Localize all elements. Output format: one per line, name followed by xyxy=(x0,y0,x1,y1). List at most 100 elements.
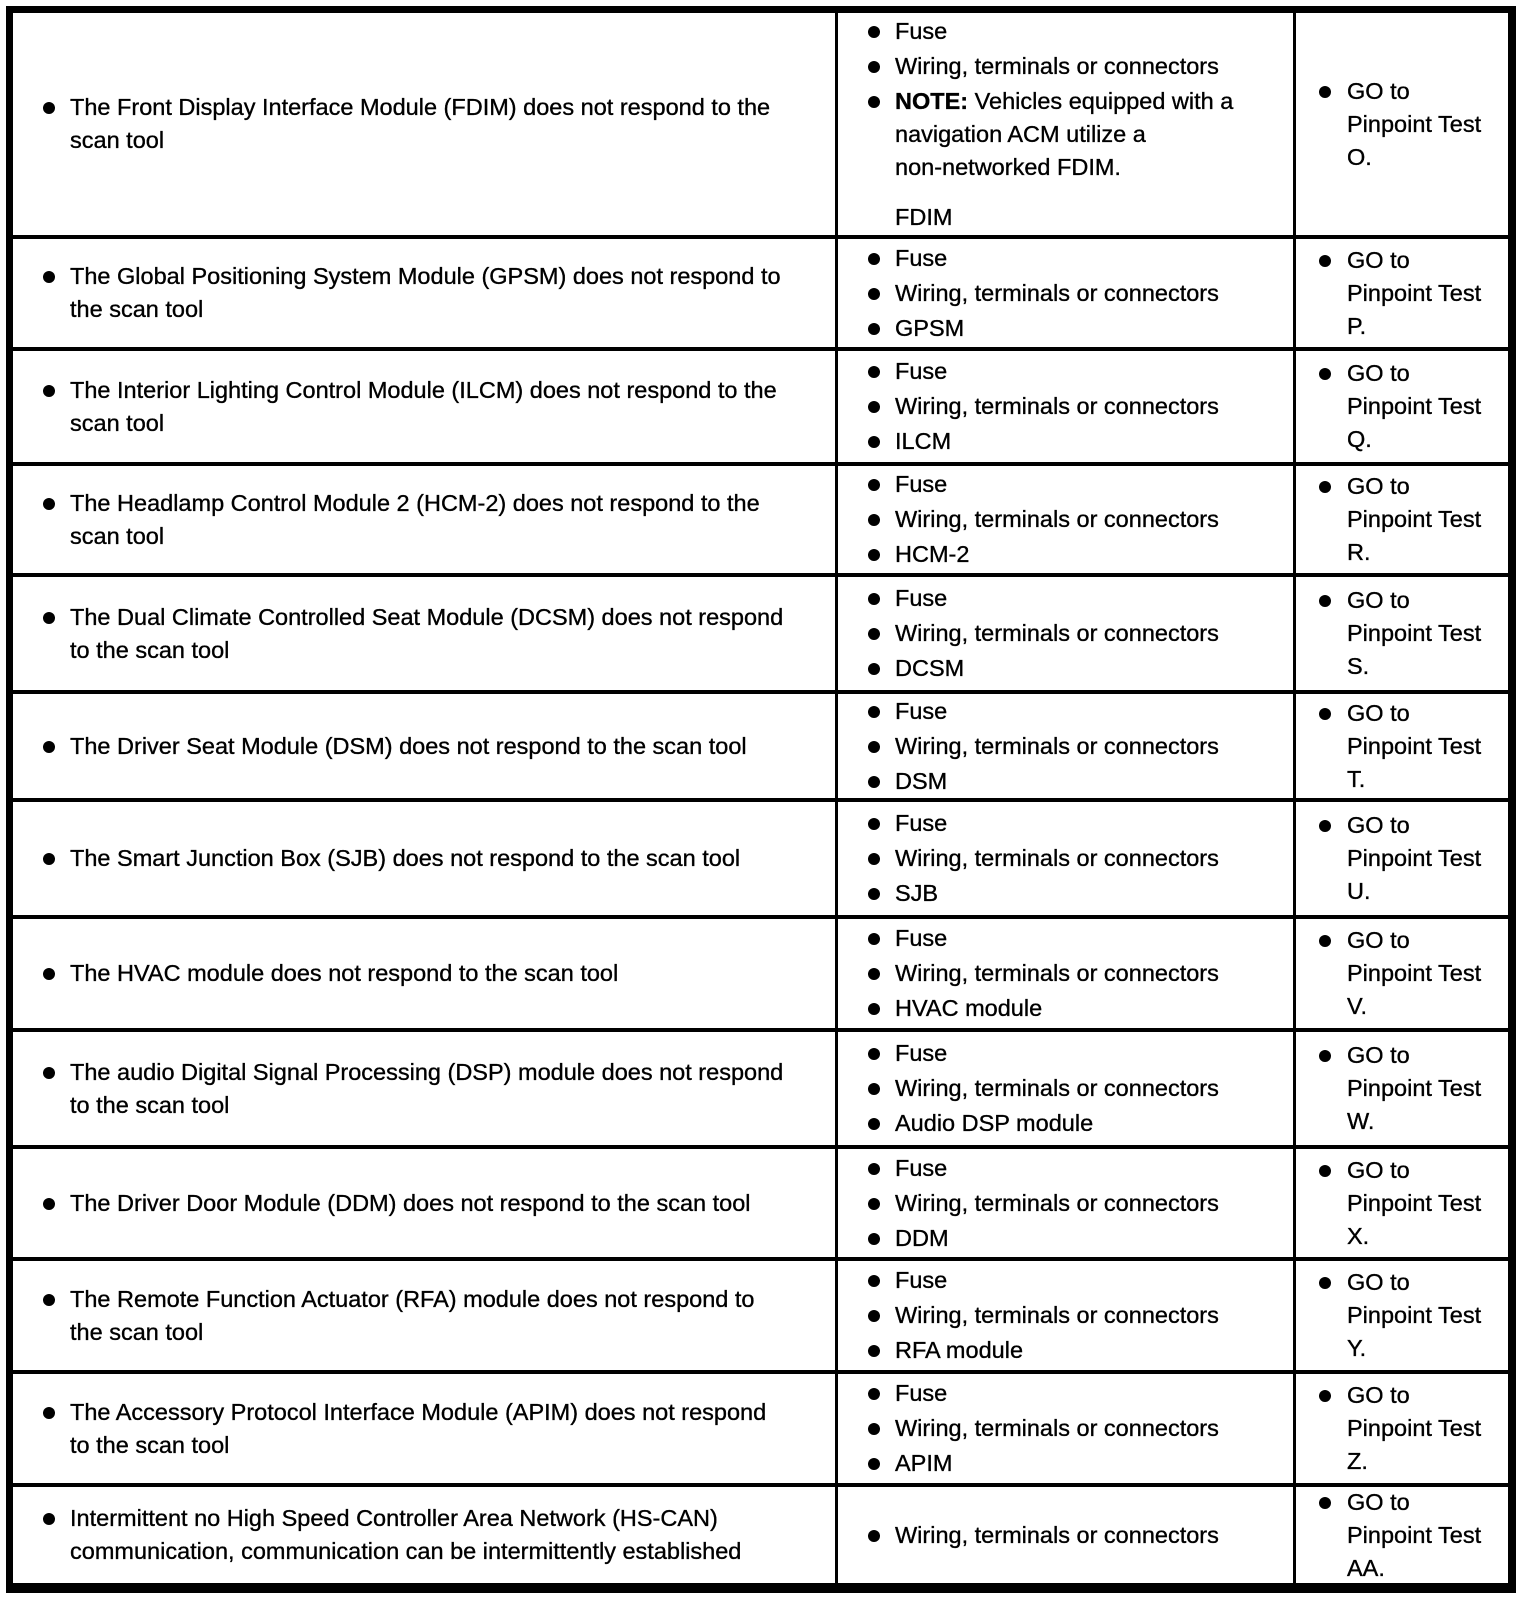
possible-causes-cell: Fuse Wiring, terminals or connectors APIM xyxy=(835,1374,1293,1483)
bullet-item: Fuse xyxy=(868,1264,1287,1297)
bullet-text: GO to Pinpoint Test U. xyxy=(1347,812,1482,904)
bullet-text: Fuse xyxy=(895,1040,948,1066)
bullet-text: Fuse xyxy=(895,17,948,44)
bullet-item: GPSM xyxy=(868,312,1287,345)
bullet-icon xyxy=(868,401,880,413)
action-cell: GO to Pinpoint Test O. xyxy=(1293,13,1508,235)
bullet-text: GO to Pinpoint Test R. xyxy=(1347,473,1482,565)
bullet-text: SJB xyxy=(895,880,939,906)
bullet-item: The audio Digital Signal Processing (DSP… xyxy=(43,1056,815,1122)
action-cell: GO to Pinpoint Test X. xyxy=(1293,1149,1508,1257)
bullet-text: GO to Pinpoint Test O. xyxy=(1347,77,1482,170)
symptom-cell: The Global Positioning System Module (GP… xyxy=(13,239,835,347)
bullet-item: GO to Pinpoint Test U. xyxy=(1319,809,1504,908)
action-cell: GO to Pinpoint Test T. xyxy=(1293,694,1508,798)
bullet-item: Intermittent no High Speed Controller Ar… xyxy=(43,1502,815,1568)
bullet-icon xyxy=(1319,1050,1331,1062)
bullet-item: GO to Pinpoint Test Z. xyxy=(1319,1379,1504,1478)
bullet-icon xyxy=(868,95,880,108)
bullet-text: The Driver Door Module (DDM) does not re… xyxy=(70,1189,751,1216)
bullet-item: DDM xyxy=(868,1222,1287,1255)
bullet-text: The Smart Junction Box (SJB) does not re… xyxy=(70,845,741,871)
action-cell: GO to Pinpoint Test W. xyxy=(1293,1032,1508,1145)
bullet-item: The Smart Junction Box (SJB) does not re… xyxy=(43,842,815,875)
bullet-icon xyxy=(868,366,880,378)
note-label: NOTE: xyxy=(895,87,969,114)
bullet-item: Fuse xyxy=(868,807,1287,840)
bullet-text: The Dual Climate Controlled Seat Module … xyxy=(70,603,784,663)
bullet-item: The Dual Climate Controlled Seat Module … xyxy=(43,601,815,667)
possible-causes-cell: Fuse Wiring, terminals or connectors DCSM xyxy=(835,577,1293,690)
bullet-item: The Global Positioning System Module (GP… xyxy=(43,260,815,326)
bullet-icon xyxy=(868,740,880,753)
bullet-item: Wiring, terminals or connectors xyxy=(868,842,1287,875)
bullet-icon xyxy=(43,968,55,980)
bullet-icon xyxy=(868,549,880,561)
note-text: Vehicles equipped with a navigation ACM … xyxy=(895,87,1234,180)
bullet-text: GO to Pinpoint Test AA. xyxy=(1347,1488,1482,1581)
table-row: The Front Display Interface Module (FDIM… xyxy=(13,13,1508,235)
bullet-item: GO to Pinpoint Test X. xyxy=(1319,1154,1504,1253)
bullet-text: Wiring, terminals or connectors xyxy=(895,1189,1219,1216)
bullet-item: The Front Display Interface Module (FDIM… xyxy=(43,91,815,157)
bullet-text: Fuse xyxy=(895,244,948,271)
symptom-cell: Intermittent no High Speed Controller Ar… xyxy=(13,1487,835,1583)
bullet-icon xyxy=(868,1423,880,1435)
bullet-text: GO to Pinpoint Test V. xyxy=(1347,927,1482,1019)
bullet-icon xyxy=(43,853,55,865)
bullet-icon xyxy=(1319,368,1331,380)
symptom-cell: The Headlamp Control Module 2 (HCM-2) do… xyxy=(13,466,835,573)
possible-causes-cell: Fuse Wiring, terminals or connectors SJB xyxy=(835,802,1293,915)
bullet-text: GO to Pinpoint Test T. xyxy=(1347,699,1482,792)
table-row: The Headlamp Control Module 2 (HCM-2) do… xyxy=(13,462,1508,573)
bullet-icon xyxy=(868,1458,880,1470)
bullet-icon xyxy=(43,1293,55,1306)
bullet-text: Wiring, terminals or connectors xyxy=(895,845,1219,871)
bullet-text: Wiring, terminals or connectors xyxy=(895,1302,1219,1328)
bullet-icon xyxy=(1319,1277,1331,1289)
table-row: The Smart Junction Box (SJB) does not re… xyxy=(13,798,1508,915)
bullet-item: Wiring, terminals or connectors xyxy=(868,1187,1287,1220)
possible-causes-cell: Fuse Wiring, terminals or connectors Audio… xyxy=(835,1032,1293,1145)
bullet-item: Wiring, terminals or connectors xyxy=(868,1072,1287,1105)
bullet-icon xyxy=(868,60,880,73)
bullet-text: The Headlamp Control Module 2 (HCM-2) do… xyxy=(70,489,760,549)
bullet-text: APIM xyxy=(895,1450,953,1476)
bullet-icon xyxy=(868,1162,880,1175)
bullet-icon xyxy=(868,888,880,900)
bullet-icon xyxy=(868,1529,880,1542)
bullet-text: Wiring, terminals or connectors xyxy=(895,279,1219,306)
possible-causes-cell: Fuse Wiring, terminals or connectors DSM xyxy=(835,694,1293,798)
bullet-text: Wiring, terminals or connectors xyxy=(895,960,1219,986)
bullet-item: DCSM xyxy=(868,652,1287,685)
table-row: The Dual Climate Controlled Seat Module … xyxy=(13,573,1508,690)
bullet-icon xyxy=(43,1513,55,1525)
bullet-text: The HVAC module does not respond to the … xyxy=(70,960,619,986)
bullet-text: Fuse xyxy=(895,1154,948,1181)
bullet-item: Audio DSP module xyxy=(868,1107,1287,1140)
bullet-text: The Accessory Protocol Interface Module … xyxy=(70,1398,767,1458)
bullet-icon xyxy=(868,1197,880,1210)
symptom-cell: The Remote Function Actuator (RFA) modul… xyxy=(13,1261,835,1370)
bullet-item: Fuse xyxy=(868,468,1287,501)
bullet-icon xyxy=(868,1118,880,1130)
bullet-item: Fuse xyxy=(868,15,1287,48)
bullet-icon xyxy=(868,1345,880,1357)
bullet-icon xyxy=(43,1066,55,1079)
bullet-item: GO to Pinpoint Test V. xyxy=(1319,924,1504,1023)
bullet-text: DSM xyxy=(895,767,948,794)
bullet-text: The Front Display Interface Module (FDIM… xyxy=(70,94,771,153)
bullet-text: ILCM xyxy=(895,428,952,454)
bullet-text: GO to Pinpoint Test S. xyxy=(1347,587,1482,679)
bullet-icon xyxy=(868,322,880,335)
bullet-item: APIM xyxy=(868,1447,1287,1480)
bullet-icon xyxy=(1319,595,1331,607)
bullet-text: DDM xyxy=(895,1224,949,1251)
bullet-icon xyxy=(868,479,880,491)
bullet-text: The Interior Lighting Control Module (IL… xyxy=(70,376,777,436)
bullet-text: Wiring, terminals or connectors xyxy=(895,732,1219,759)
bullet-icon xyxy=(868,1275,880,1287)
bullet-text: GO to Pinpoint Test Q. xyxy=(1347,360,1482,452)
bullet-icon xyxy=(1319,481,1331,493)
bullet-item: GO to Pinpoint Test Y. xyxy=(1319,1266,1504,1365)
